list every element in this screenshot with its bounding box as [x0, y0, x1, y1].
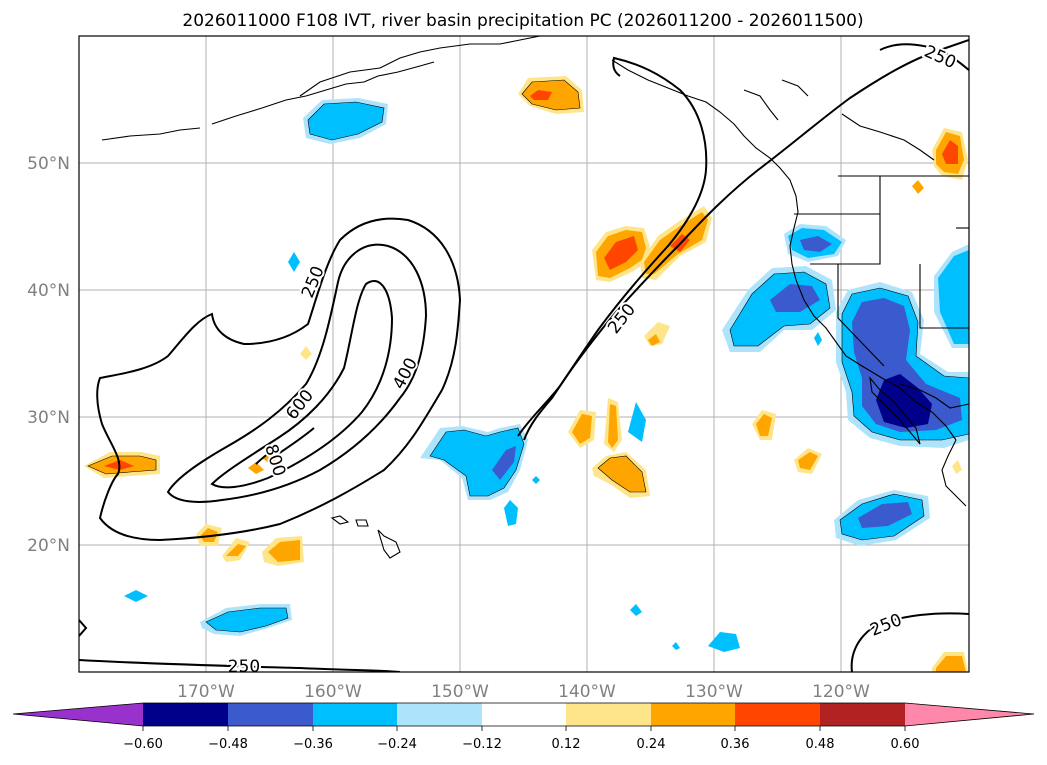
- lon-label-140w: 140°W: [558, 682, 616, 702]
- ivt-contour-800: [255, 427, 315, 465]
- precip-contour-line: [307, 101, 385, 141]
- colorbar-tick-label: 0.36: [721, 737, 750, 752]
- map-background: [79, 36, 969, 672]
- coast-alaska-peninsula: [299, 36, 541, 97]
- border-ca-nv: [837, 264, 885, 367]
- colorbar-extend-under: [13, 703, 143, 726]
- colorbar-extend-over: [905, 703, 1034, 726]
- coast-kodiak: [363, 61, 435, 83]
- colorbar-tick-label: −0.36: [293, 737, 333, 752]
- precip-contour-line: [597, 455, 647, 493]
- colorbar-bin-n048: [228, 703, 313, 726]
- colorbar-tick-label: −0.48: [208, 737, 248, 752]
- colorbar-bin-p012: [566, 703, 651, 726]
- coast-baja-peninsula: [869, 376, 921, 445]
- lat-label-30: 30°N: [27, 408, 70, 428]
- precip-positive-region-subtropical: [84, 346, 312, 566]
- ivt-contours: [79, 39, 969, 672]
- colorbar: −0.60 −0.48 −0.36 −0.24 −0.12 0.12 0.24 …: [12, 702, 1035, 752]
- ivt-label-250-south: 250: [228, 657, 260, 677]
- precip-negative-region-midocean: [420, 402, 646, 526]
- precip-contour-line: [839, 493, 925, 541]
- precip-positive-region-pacific-north: [592, 206, 712, 346]
- lon-label-130w: 130°W: [685, 682, 743, 702]
- ivt-contour-250-se: [850, 612, 969, 672]
- ivt-contour-250-ne: [879, 43, 969, 71]
- colorbar-bin-n012: [482, 703, 566, 726]
- lat-label-40: 40°N: [27, 281, 70, 301]
- coast-hawaii-oahu: [355, 519, 369, 527]
- precip-positive-region-central: [568, 398, 968, 672]
- colorbar-tick-label: 0.48: [806, 737, 835, 752]
- border-or-ca: [810, 214, 881, 265]
- lon-label-170w: 170°W: [177, 682, 235, 702]
- coast-yukon: [743, 89, 779, 121]
- ivt-contour-250-ridge-west: [523, 56, 708, 441]
- coast-north-america: [611, 59, 957, 441]
- precip-negative-region-small-cells: [124, 332, 822, 652]
- figure-title: 2026011000 F108 IVT, river basin precipi…: [182, 11, 863, 31]
- colorbar-tick-label: −0.60: [123, 737, 163, 752]
- lon-label-120w: 120°W: [812, 682, 870, 702]
- coast-hawaii-kauai: [330, 515, 350, 525]
- lon-label-150w: 150°W: [431, 682, 489, 702]
- colorbar-bin-p048: [820, 703, 905, 726]
- map-frame: [78, 35, 970, 673]
- coast-aleutians-west: [101, 127, 201, 141]
- colorbar-tick-label: 0.12: [552, 737, 581, 752]
- map-panel: 250 250 250 250 400 600 800 250: [78, 35, 970, 679]
- colorbar-bin-n060: [143, 703, 228, 726]
- precip-contour-line: [429, 427, 525, 497]
- precip-contour-line: [841, 287, 969, 441]
- lon-label-160w: 160°W: [304, 682, 362, 702]
- coast-baja: [941, 439, 967, 507]
- border-nv-ut: [919, 264, 969, 329]
- coast-hawaii: [377, 529, 401, 559]
- ivt-contour-250-main: [96, 217, 462, 542]
- precip-contour-line: [205, 607, 289, 633]
- ivt-contour-400: [166, 243, 428, 503]
- ivt-contour-250-south: [79, 659, 401, 672]
- colorbar-ticks: [142, 726, 906, 731]
- precip-contours: [87, 79, 969, 633]
- colorbar-tick-label: 0.24: [637, 737, 666, 752]
- precip-contour-line: [729, 271, 831, 347]
- precip-pc-shading: [84, 76, 969, 672]
- lon-axis-labels: 170°W 160°W 150°W 140°W 130°W 120°W: [177, 682, 870, 702]
- border-ak-canada: [841, 113, 935, 161]
- precip-contour-line: [521, 79, 581, 111]
- precip-positive-region-canada: [912, 128, 968, 194]
- coast-sk: [781, 79, 809, 97]
- precip-negative-region-small: [288, 252, 300, 272]
- lat-label-50: 50°N: [27, 154, 70, 174]
- ivt-contour-600: [210, 280, 394, 489]
- coastlines: [101, 36, 969, 559]
- colorbar-bin-n036: [313, 703, 397, 726]
- lat-axis-labels: 20°N 30°N 40°N 50°N: [27, 154, 70, 556]
- coast-aleutians-east: [211, 81, 365, 125]
- colorbar-bin-p036: [735, 703, 820, 726]
- colorbar-bin-p024: [651, 703, 735, 726]
- border-us-mexico: [899, 383, 969, 409]
- colorbar-tick-label: −0.24: [377, 737, 417, 752]
- colorbar-tick-label: 0.60: [891, 737, 920, 752]
- colorbar-bin-n024: [397, 703, 482, 726]
- ivt-contour-250-west-edge: [79, 619, 88, 637]
- colorbar-tick-label: −0.12: [462, 737, 502, 752]
- lat-label-20: 20°N: [27, 536, 70, 556]
- precip-negative-region-california: [722, 224, 969, 546]
